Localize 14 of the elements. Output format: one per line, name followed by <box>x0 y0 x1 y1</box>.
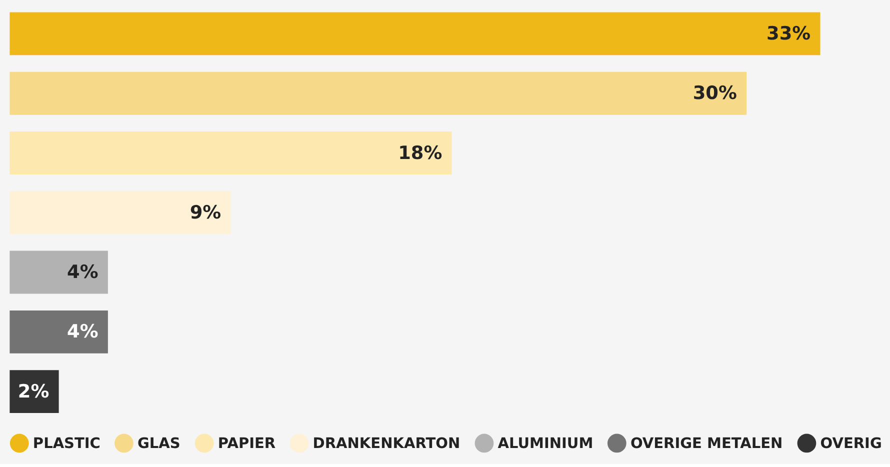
data-label: 9% <box>190 202 222 224</box>
legend-label: ALUMINIUM <box>498 436 594 452</box>
legend-label: PLASTIC <box>32 436 100 452</box>
data-label: 33% <box>766 24 811 45</box>
data-label: 2% <box>18 381 50 402</box>
data-label: 4% <box>67 322 98 343</box>
data-label: 18% <box>398 142 442 164</box>
legend-label: OVERIG <box>820 436 882 452</box>
legend-label: OVERIGE METALEN <box>630 436 783 452</box>
data-label: 30% <box>692 83 737 104</box>
legend-label: PAPIER <box>218 436 276 452</box>
legend-label: DRANKENKARTON <box>312 436 460 452</box>
legend-label: GLAS <box>138 436 180 452</box>
data-label: 4% <box>67 262 98 284</box>
